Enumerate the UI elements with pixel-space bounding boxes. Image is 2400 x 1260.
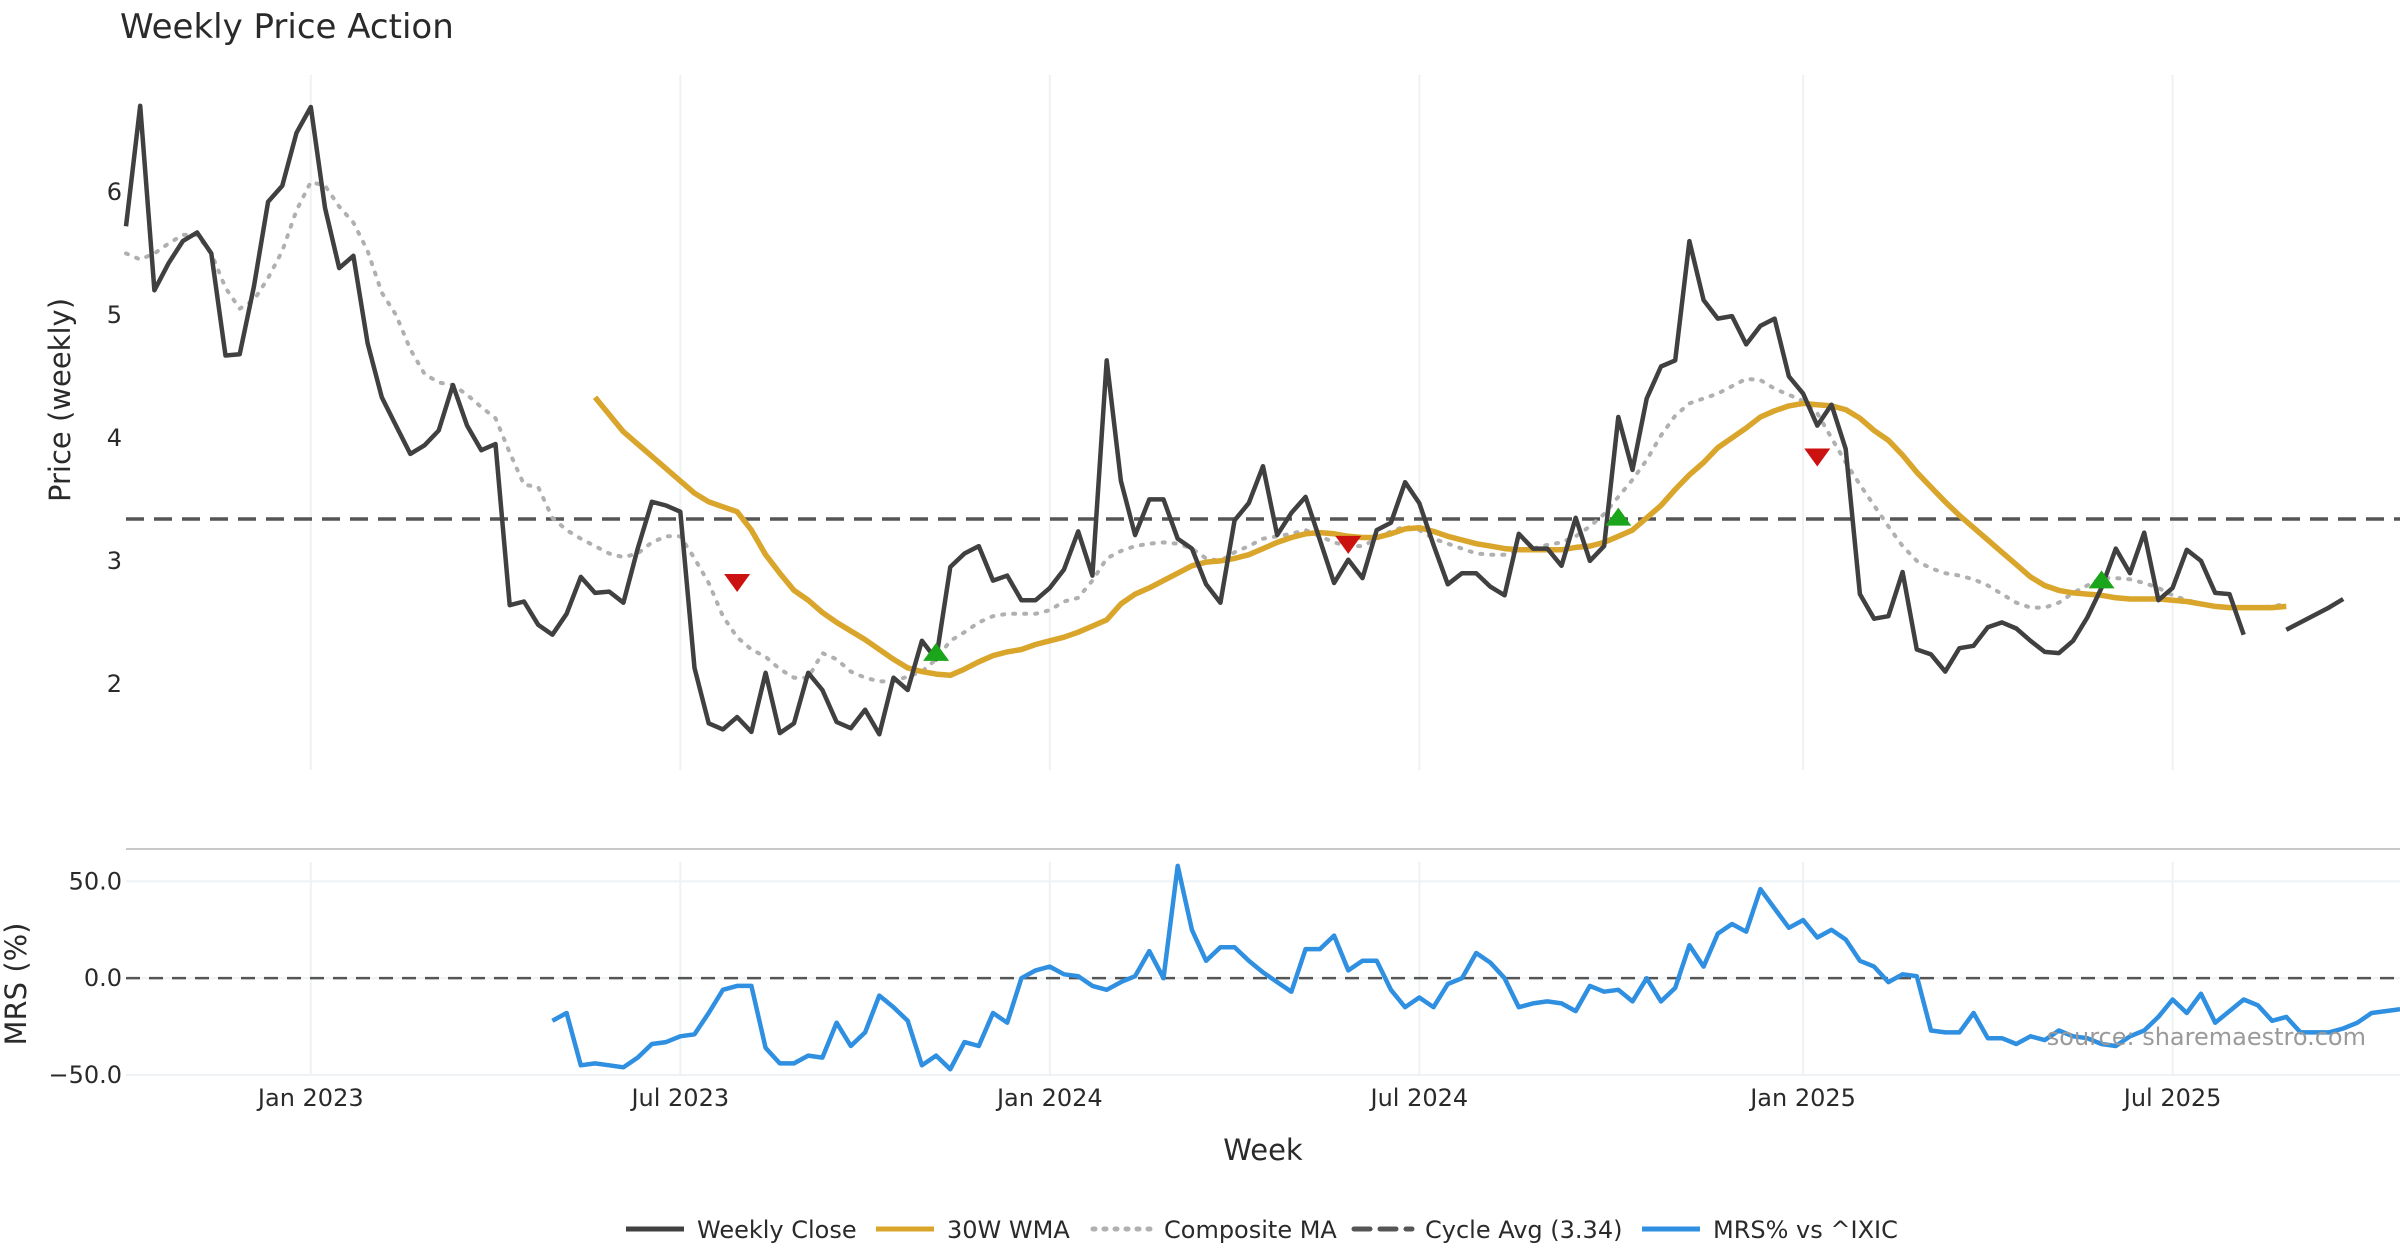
main-series-group: [123, 103, 2345, 737]
mrs-y-axis-label: MRS (%): [0, 923, 33, 1046]
source-label: source: sharemaestro.com: [2047, 1023, 2366, 1051]
main-y-tick: 6: [107, 178, 122, 206]
mrs-y-tick: 50.0: [69, 867, 122, 895]
main-y-tick: 2: [107, 670, 122, 698]
x-tick-label: Jul 2025: [2122, 1084, 2222, 1112]
main-y-axis-label: Price (weekly): [43, 298, 77, 502]
mrs-y-tick-labels: 50.0 0.0 −50.0: [48, 867, 122, 1089]
mrs-y-tick: −50.0: [48, 1061, 122, 1089]
chart-title: Weekly Price Action: [120, 7, 454, 47]
legend-label: MRS% vs ^IXIC: [1713, 1216, 1898, 1244]
series-mrs: [551, 863, 2400, 1072]
x-tick-label: Jan 2024: [995, 1084, 1103, 1112]
mrs-series-group: [551, 863, 2400, 1072]
main-y-tick: 3: [107, 547, 122, 575]
sell-signal-marker: [724, 574, 751, 593]
legend-label: Weekly Close: [697, 1216, 857, 1244]
series-weekly-close: [123, 103, 2345, 737]
buy-signal-marker: [1605, 507, 1632, 526]
sell-signal-marker: [1804, 448, 1831, 467]
main-gridlines: [309, 75, 2174, 770]
buy-signal-marker: [923, 642, 950, 661]
x-tick-labels: Jan 2023 Jul 2023 Jan 2024 Jul 2024 Jan 2025…: [256, 1084, 2222, 1112]
series-composite-ma: [124, 179, 2289, 684]
main-y-tick: 5: [107, 301, 122, 329]
legend-label: Composite MA: [1164, 1216, 1337, 1244]
x-axis-label: Week: [1223, 1133, 1303, 1167]
legend-label: 30W WMA: [947, 1216, 1070, 1244]
buy-signal-marker: [2088, 570, 2115, 589]
main-y-tick-labels: 2 3 4 5 6: [107, 178, 122, 698]
signal-markers: [724, 448, 2115, 661]
mrs-y-tick: 0.0: [84, 964, 122, 992]
x-tick-label: Jul 2024: [1369, 1084, 1469, 1112]
x-tick-label: Jul 2023: [629, 1084, 729, 1112]
x-tick-label: Jan 2025: [1748, 1084, 1856, 1112]
sell-signal-marker: [1335, 535, 1362, 554]
x-tick-label: Jan 2023: [256, 1084, 364, 1112]
legend-label: Cycle Avg (3.34): [1425, 1216, 1622, 1244]
main-y-tick: 4: [107, 424, 122, 452]
legend: Weekly Close 30W WMA Composite MA Cycle Avg…: [626, 1216, 1898, 1244]
